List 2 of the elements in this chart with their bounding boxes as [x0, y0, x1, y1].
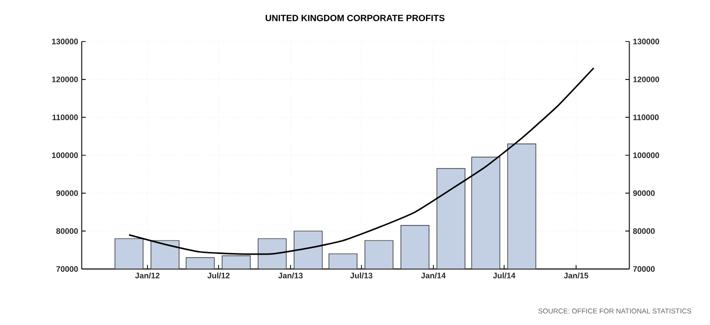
chart-title: UNITED KINGDOM CORPORATE PROFITS [266, 14, 444, 22]
line-series [128, 67, 594, 255]
